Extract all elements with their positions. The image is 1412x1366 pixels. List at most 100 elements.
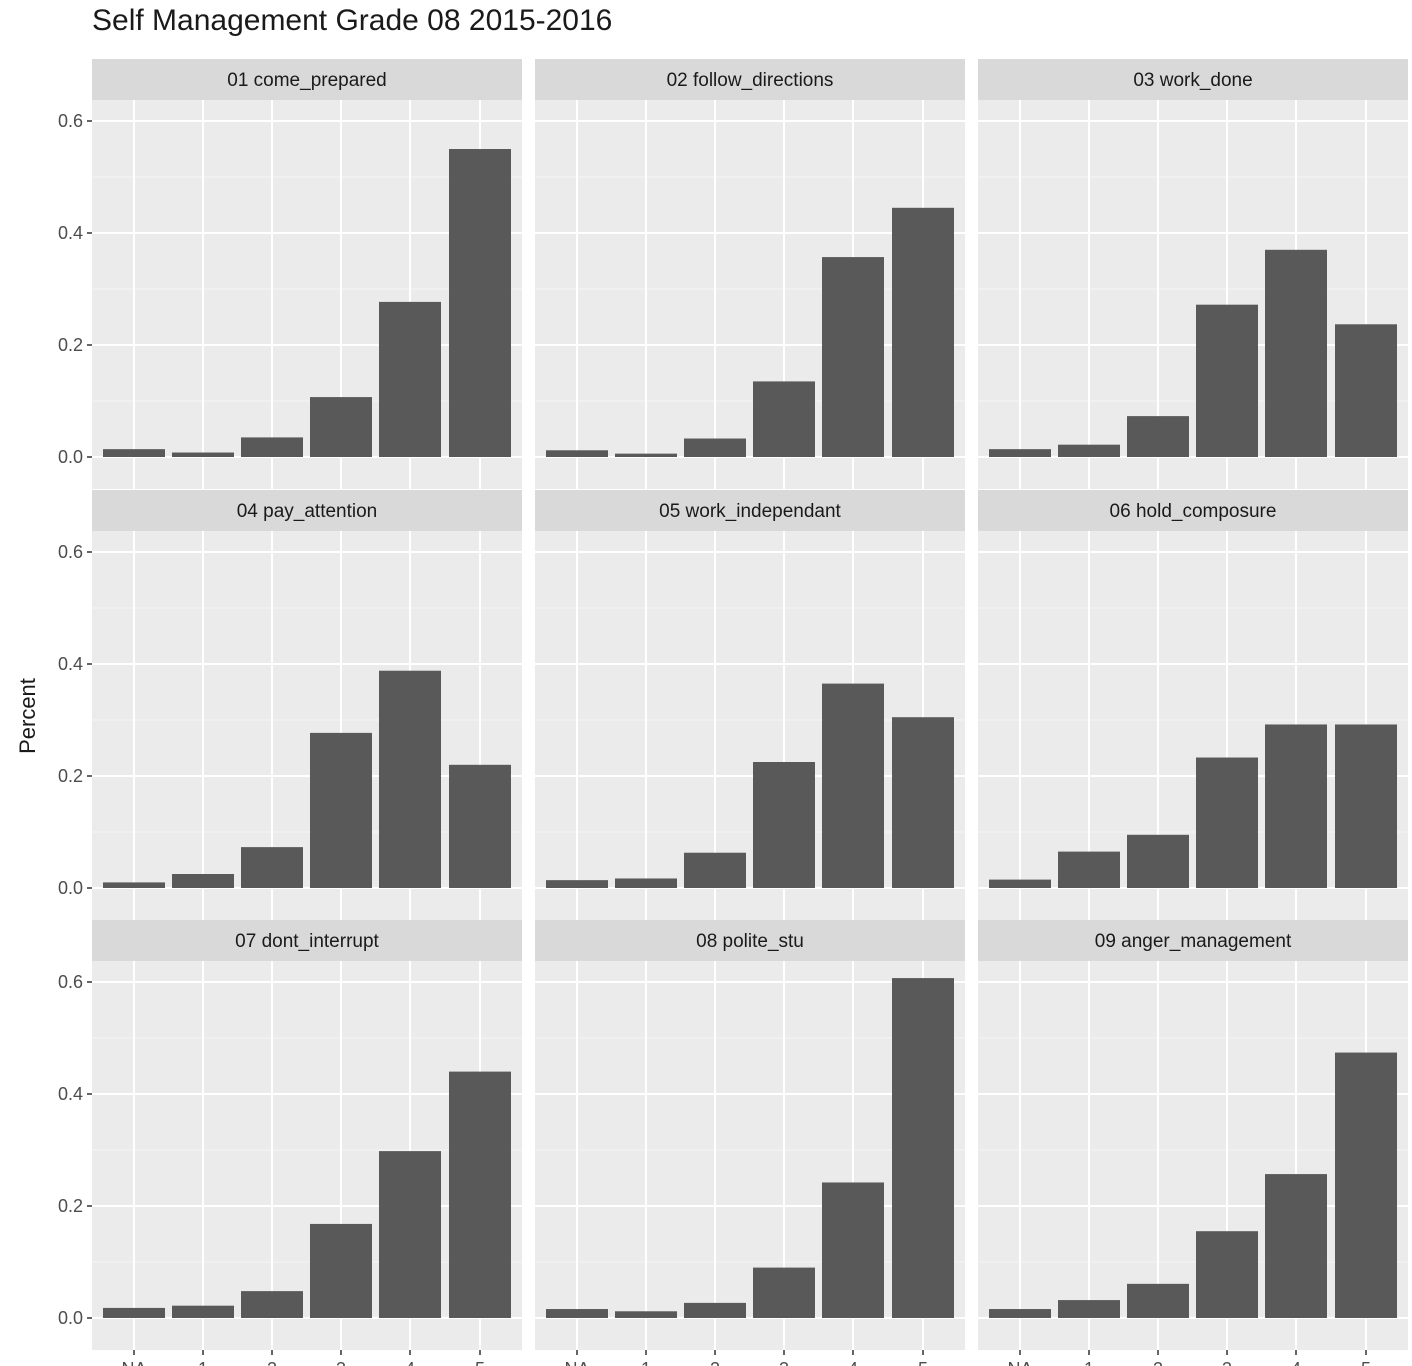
bar [1265,249,1327,457]
bar [615,453,677,457]
x-tick-label: 4 [848,1359,858,1366]
facet-title: 01 come_prepared [227,70,387,91]
facet-strip [978,59,1408,100]
facet-title: 08 polite_stu [696,931,804,952]
y-tick-label: 0.4 [58,1084,83,1104]
bar [379,670,441,888]
bar [449,764,511,888]
facet-strip [92,490,522,531]
x-tick-label: 3 [779,1359,789,1366]
x-tick-label: 2 [1153,1359,1163,1366]
bar [310,732,372,888]
bar [241,437,303,457]
y-tick-label: 0.0 [58,878,83,898]
facet-strip [535,490,965,531]
bar [449,1071,511,1318]
facet-title: 03 work_done [1133,70,1252,91]
facet-title: 04 pay_attention [237,501,378,522]
bar [1335,1052,1397,1318]
bar [546,880,608,888]
y-tick-label: 0.2 [58,1196,83,1216]
bar [1058,444,1120,457]
x-tick-label: 4 [405,1359,415,1366]
bar [1196,304,1258,457]
x-tick-label: 1 [198,1359,208,1366]
facet-panel: 05 work_independant [535,490,965,920]
x-tick-label: 4 [1291,1359,1301,1366]
y-tick-label: 0.6 [58,111,83,131]
bar [310,397,372,457]
bar [1335,724,1397,888]
facet-title: 05 work_independant [659,501,841,522]
facet-panel: 06 hold_composure [978,490,1408,920]
bar [1127,834,1189,888]
bar [615,878,677,888]
bar [449,149,511,457]
y-tick-label: 0.2 [58,766,83,786]
bar [1196,757,1258,888]
facet-title: 06 hold_composure [1110,501,1277,522]
bar [822,1182,884,1318]
bar [989,449,1051,457]
bar [822,683,884,888]
bar [103,1307,165,1318]
bar [379,1151,441,1318]
bar [241,847,303,888]
bar [546,450,608,457]
y-tick-label: 0.2 [58,335,83,355]
bar [103,449,165,457]
bar [546,1309,608,1318]
x-tick-label: NA [1007,1359,1032,1366]
chart-title: Self Management Grade 08 2015-2016 [92,4,613,37]
bar [172,874,234,888]
bar [1265,724,1327,888]
bar [753,381,815,457]
bar [1196,1231,1258,1318]
bar [684,438,746,457]
bar [989,879,1051,888]
bar [172,452,234,457]
facet-strip [92,920,522,961]
bar [892,717,954,888]
x-tick-label: 3 [1222,1359,1232,1366]
facet-strip [535,59,965,100]
y-tick-label: 0.6 [58,542,83,562]
x-tick-label: 3 [336,1359,346,1366]
facet-panel: 03 work_done [978,59,1408,489]
facet-strip [978,920,1408,961]
x-tick-label: 1 [1084,1359,1094,1366]
facet-panel: 01 come_prepared 0.0 0.2 0.4 0.6 [58,59,522,489]
bar [241,1291,303,1318]
facet-panel: 04 pay_attention 0.0 0.2 0.4 0.6 [58,490,522,920]
bar [753,1267,815,1318]
bar [1058,851,1120,888]
bar [684,852,746,888]
bar [989,1309,1051,1318]
bar [684,1302,746,1318]
bar [1127,416,1189,457]
bar [379,301,441,457]
facet-panel: 07 dont_interrupt 0.0 0.2 0.4 0.6 NA 1 2 3 4 5 [58,920,522,1366]
y-tick-label: 0.4 [58,223,83,243]
x-tick-label: 5 [475,1359,485,1366]
bar [753,762,815,888]
facet-title: 07 dont_interrupt [235,931,379,952]
bar [1265,1174,1327,1318]
bar [892,978,954,1318]
facet-title: 09 anger_management [1095,931,1292,952]
bar [172,1305,234,1318]
x-tick-label: 2 [267,1359,277,1366]
facet-panel: 08 polite_stu NA 1 2 3 4 5 [535,920,965,1366]
bar [1335,324,1397,457]
bar [1127,1283,1189,1318]
facet-strip [535,920,965,961]
bar [1058,1300,1120,1318]
x-tick-label: 5 [1361,1359,1371,1366]
facet-panel: 02 follow_directions [535,59,965,489]
y-tick-label: 0.6 [58,972,83,992]
x-tick-label: 1 [641,1359,651,1366]
x-tick-label: NA [564,1359,589,1366]
y-tick-label: 0.0 [58,447,83,467]
bar [310,1223,372,1318]
